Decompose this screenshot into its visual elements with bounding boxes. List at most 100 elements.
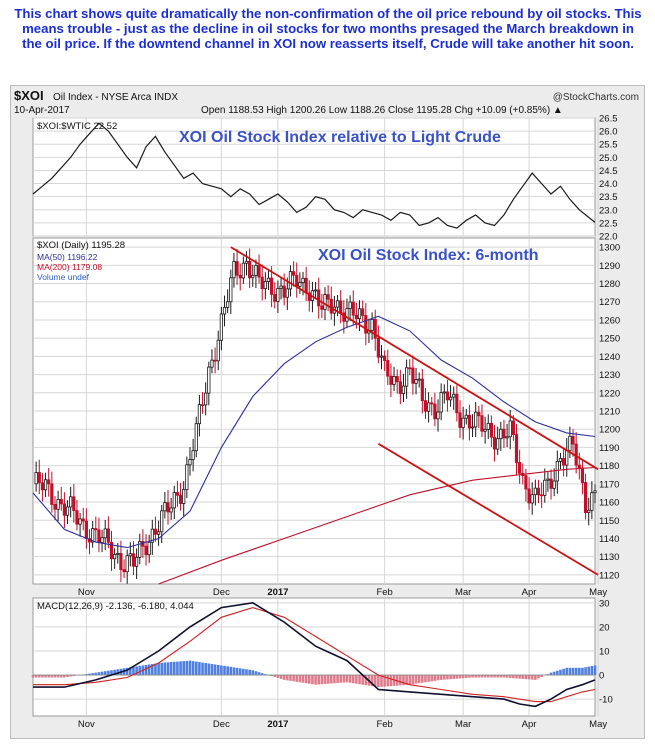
price-candle-up <box>266 277 271 282</box>
macd-histogram-bar <box>107 670 110 676</box>
macd-histogram-bar <box>204 663 207 676</box>
price-candle-up <box>182 489 186 504</box>
price-candle-up <box>543 479 547 496</box>
y-tick-label: 1190 <box>599 443 619 454</box>
macd-histogram-bar <box>129 667 132 676</box>
price-candle-up <box>43 479 48 491</box>
price-candle-up <box>65 506 70 516</box>
macd-histogram-bar <box>317 675 321 685</box>
price-candle-down <box>458 412 462 428</box>
price-candle-down <box>37 472 41 484</box>
price-candle-up <box>587 509 591 514</box>
macd-histogram-bar <box>138 665 142 676</box>
price-candle-up <box>163 502 167 512</box>
macd-histogram-bar <box>270 675 273 677</box>
price-candle-down <box>307 292 311 301</box>
price-candle-down <box>81 518 85 522</box>
price-candle-up <box>263 281 267 289</box>
price-candle-down <box>106 528 110 543</box>
macd-histogram-bar <box>37 675 41 678</box>
price-candle-up <box>417 378 421 381</box>
price-candle-down <box>571 435 575 445</box>
x-tick-label: Dec <box>213 587 230 598</box>
price-candle-up <box>533 487 537 496</box>
macd-histogram-bar <box>248 669 251 676</box>
price-candle-down <box>248 260 252 279</box>
y-tick-label: 26.0 <box>599 127 618 138</box>
y-tick-label: 1200 <box>599 425 620 436</box>
macd-histogram-bar <box>207 663 211 676</box>
price-candle-down <box>455 393 459 414</box>
price-candle-up <box>279 285 283 289</box>
macd-histogram-bar <box>260 673 264 676</box>
chart-date: 10-Apr-2017 <box>14 105 70 116</box>
price-candle-up <box>313 289 318 292</box>
y-tick-label: -10 <box>599 695 613 706</box>
macd-histogram-bar <box>154 663 157 676</box>
price-candle-up <box>439 392 443 413</box>
macd-histogram-bar <box>408 675 412 685</box>
price-candle-up <box>285 288 289 298</box>
price-candle-up <box>414 379 418 384</box>
commentary-text: This chart shows quite dramatically the … <box>14 6 642 51</box>
channel-upper-line <box>230 246 599 471</box>
macd-histogram-bar <box>151 663 154 676</box>
macd-line <box>33 601 596 708</box>
symbol-label: $XOI <box>14 88 44 103</box>
price-candle-up <box>452 393 456 398</box>
price-candle-up <box>499 428 503 440</box>
macd-histogram-bar <box>286 675 289 681</box>
price-candle-down <box>291 271 296 276</box>
price-candle-down <box>398 381 402 394</box>
price-candle-up <box>505 436 509 439</box>
price-candle-up <box>78 518 82 525</box>
price-candle-up <box>401 385 406 394</box>
y-tick-label: 1260 <box>599 315 620 326</box>
macd-histogram-bar <box>336 675 339 684</box>
price-candle-down <box>467 414 472 429</box>
macd-histogram-bar <box>314 675 317 685</box>
price-candle-down <box>317 289 321 307</box>
macd-histogram-bar <box>31 675 35 678</box>
macd-histogram-bar <box>339 675 342 683</box>
price-panel-title: XOI Oil Stock Index: 6-month <box>318 247 538 264</box>
macd-histogram-bar <box>496 675 499 678</box>
y-tick-label: 1120 <box>599 570 619 581</box>
macd-histogram-bar <box>94 672 98 676</box>
macd-histogram-bar <box>524 675 528 680</box>
price-candle-down <box>430 402 434 405</box>
macd-histogram-bar <box>41 675 44 678</box>
price-candle-down <box>386 360 390 377</box>
ratio-line <box>32 122 596 229</box>
x-tick-label: Mar <box>455 587 471 598</box>
macd-histogram-bar <box>169 662 173 676</box>
price-candle-up <box>191 450 195 460</box>
macd-histogram-bar <box>590 666 594 676</box>
macd-histogram-bar <box>433 675 437 681</box>
price-candle-down <box>213 359 217 362</box>
macd-histogram-bar <box>521 675 525 679</box>
price-candle-down <box>492 436 497 450</box>
price-candle-up <box>448 396 453 401</box>
macd-histogram-bar <box>254 671 258 676</box>
price-candle-down <box>423 400 428 412</box>
macd-histogram-bar <box>483 675 487 678</box>
macd-histogram-bar <box>405 675 408 685</box>
macd-histogram-bar <box>69 675 72 677</box>
macd-histogram-bar <box>490 675 493 678</box>
macd-histogram-bar <box>47 675 50 678</box>
macd-histogram-bar <box>242 668 245 676</box>
price-candle-down <box>489 422 493 438</box>
x-tick-label: Mar <box>455 719 471 730</box>
x-tick-label: Apr <box>522 719 537 730</box>
price-candle-up <box>113 554 117 560</box>
price-candle-down <box>364 315 368 334</box>
macd-histogram-bar <box>446 675 449 680</box>
y-tick-label: 1140 <box>599 534 619 545</box>
macd-histogram-bar <box>361 675 364 685</box>
price-candle-up <box>210 359 214 368</box>
y-tick-label: 1300 <box>599 243 620 254</box>
macd-histogram-bar <box>53 675 57 678</box>
price-candle-up <box>405 367 409 387</box>
macd-histogram-bar <box>257 672 261 676</box>
